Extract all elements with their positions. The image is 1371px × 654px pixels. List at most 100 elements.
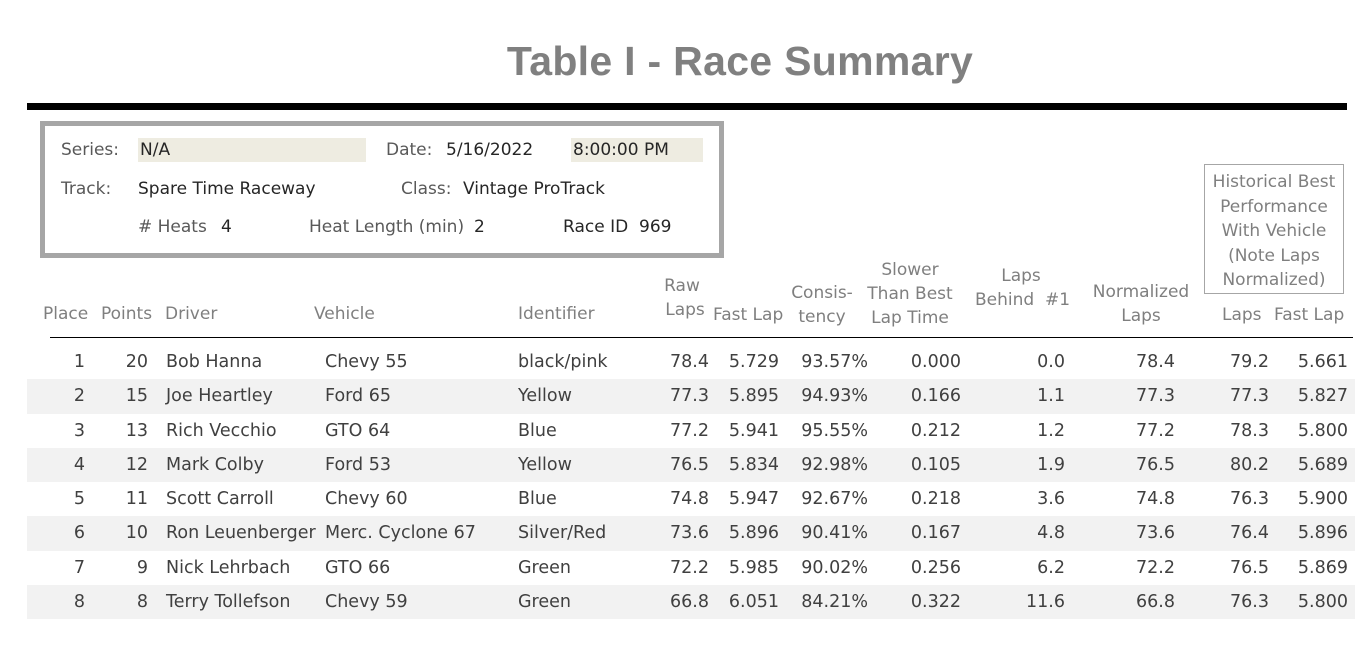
track-value: Spare Time Raceway (138, 179, 316, 199)
points-cell: 20 (125, 352, 148, 372)
identifier-cell: Blue (518, 489, 557, 510)
hist-fast-lap-cell: 5.900 (1297, 489, 1348, 510)
vehicle-cell: GTO 64 (325, 420, 391, 441)
normalized-laps-cell: 66.8 (1136, 592, 1175, 613)
fast-lap-cell: 6.051 (728, 592, 779, 613)
table-row: 8 8 Terry Tollefson Chevy 59 Green 66.8 … (27, 585, 1355, 620)
laps-behind-cell: 1.9 (1037, 454, 1065, 475)
hist-laps-cell: 76.4 (1230, 523, 1269, 544)
header-consistency-line1: Consis- (791, 283, 853, 303)
raw-laps-cell: 78.4 (670, 352, 709, 372)
header-points: Points (101, 304, 153, 324)
driver-cell: Nick Lehrbach (166, 557, 291, 578)
track-label: Track: (61, 179, 112, 199)
laps-behind-cell: 6.2 (1037, 557, 1065, 578)
consistency-cell: 94.93% (801, 386, 868, 407)
hist-laps-cell: 78.3 (1230, 420, 1269, 441)
consistency-cell: 95.55% (801, 420, 868, 441)
header-raw-laps-line1: Raw (664, 276, 700, 296)
identifier-cell: Green (518, 592, 571, 613)
laps-behind-cell: 1.1 (1037, 386, 1065, 407)
normalized-laps-cell: 72.2 (1136, 557, 1175, 578)
table-row: 1 20 Bob Hanna Chevy 55 black/pink 78.4 … (27, 345, 1355, 379)
heat-length-value: 2 (474, 217, 485, 237)
vehicle-cell: Ford 53 (325, 454, 391, 475)
points-cell: 12 (125, 454, 148, 475)
identifier-cell: Green (518, 557, 571, 578)
driver-cell: Bob Hanna (166, 352, 263, 372)
hist-fast-lap-cell: 5.689 (1297, 454, 1348, 475)
slower-cell: 0.218 (910, 489, 961, 510)
hist-laps-cell: 79.2 (1230, 352, 1269, 372)
table-row: 4 12 Mark Colby Ford 53 Yellow 76.5 5.83… (27, 447, 1355, 483)
header-consistency-line2: tency (798, 307, 846, 327)
heats-value: 4 (221, 217, 232, 237)
place-cell: 5 (73, 489, 85, 510)
place-cell: 2 (73, 386, 85, 407)
driver-cell: Mark Colby (166, 454, 264, 475)
consistency-cell: 84.21% (801, 592, 868, 613)
header-hist-laps: Laps (1222, 305, 1262, 325)
historical-header: Historical Best Performance With Vehicle… (1212, 172, 1336, 290)
hist-fast-lap-cell: 5.827 (1297, 386, 1348, 407)
header-normalized-line2: Laps (1121, 306, 1161, 326)
slower-cell: 0.167 (910, 523, 961, 544)
hist-fast-lap-cell: 5.661 (1297, 352, 1348, 372)
title-rule (27, 103, 1347, 110)
laps-behind-cell: 11.6 (1026, 592, 1065, 613)
identifier-cell: Yellow (518, 386, 572, 407)
slower-cell: 0.256 (910, 557, 961, 578)
historical-header-box (1204, 164, 1344, 294)
place-cell: 7 (73, 557, 85, 578)
normalized-laps-cell: 74.8 (1136, 489, 1175, 510)
driver-cell: Rich Vecchio (166, 420, 277, 441)
raw-laps-cell: 76.5 (670, 454, 709, 475)
series-label: Series: (61, 140, 120, 160)
hist-fast-lap-cell: 5.869 (1297, 557, 1348, 578)
hist-laps-cell: 77.3 (1230, 386, 1269, 407)
slower-cell: 0.166 (910, 386, 961, 407)
identifier-cell: black/pink (518, 352, 608, 372)
points-cell: 13 (125, 420, 148, 441)
table-row: 6 10 Ron Leuenberger Merc. Cyclone 67 Si… (27, 516, 1355, 551)
laps-behind-cell: 1.2 (1037, 420, 1065, 441)
header-behind-line2: Behind #1 (975, 290, 1071, 310)
raw-laps-cell: 66.8 (670, 592, 709, 613)
vehicle-cell: Merc. Cyclone 67 (325, 523, 476, 544)
hist-fast-lap-cell: 5.800 (1297, 592, 1348, 613)
date-label: Date: (386, 140, 433, 160)
slower-cell: 0.322 (910, 592, 961, 613)
race-info-box: Series: N/A Date: 5/16/2022 8:00:00 PM T… (40, 121, 724, 258)
normalized-laps-cell: 76.5 (1136, 454, 1175, 475)
hist-laps-cell: 80.2 (1230, 454, 1269, 475)
driver-cell: Ron Leuenberger (166, 523, 316, 544)
table-row: 3 13 Rich Vecchio GTO 64 Blue 77.2 5.941… (27, 414, 1355, 448)
identifier-cell: Silver/Red (518, 523, 607, 544)
place-cell: 3 (73, 420, 85, 441)
hist-laps-cell: 76.3 (1230, 489, 1269, 510)
consistency-cell: 93.57% (801, 352, 868, 372)
vehicle-cell: Ford 65 (325, 386, 391, 407)
slower-cell: 0.105 (910, 454, 961, 475)
heats-label: # Heats (138, 217, 207, 237)
fast-lap-cell: 5.941 (728, 420, 779, 441)
table-row: 2 15 Joe Heartley Ford 65 Yellow 77.3 5.… (27, 379, 1355, 414)
header-normalized-line1: Normalized (1092, 282, 1190, 302)
fast-lap-cell: 5.895 (728, 386, 779, 407)
consistency-cell: 90.41% (801, 523, 868, 544)
normalized-laps-cell: 78.4 (1136, 352, 1175, 372)
points-cell: 10 (125, 523, 148, 544)
driver-cell: Scott Carroll (166, 489, 274, 510)
driver-cell: Joe Heartley (166, 386, 273, 407)
hist-laps-cell: 76.3 (1230, 592, 1269, 613)
points-cell: 9 (136, 557, 148, 578)
race-id-label: Race ID (563, 217, 629, 237)
consistency-cell: 92.67% (801, 489, 868, 510)
slower-cell: 0.212 (910, 420, 961, 441)
date-value: 5/16/2022 (446, 140, 534, 160)
laps-behind-cell: 4.8 (1037, 523, 1065, 544)
class-value: Vintage ProTrack (463, 179, 605, 199)
fast-lap-cell: 5.896 (728, 523, 779, 544)
header-behind-line1: Laps (1001, 266, 1041, 286)
results-table-body: 1 20 Bob Hanna Chevy 55 black/pink 78.4 … (27, 345, 1355, 620)
